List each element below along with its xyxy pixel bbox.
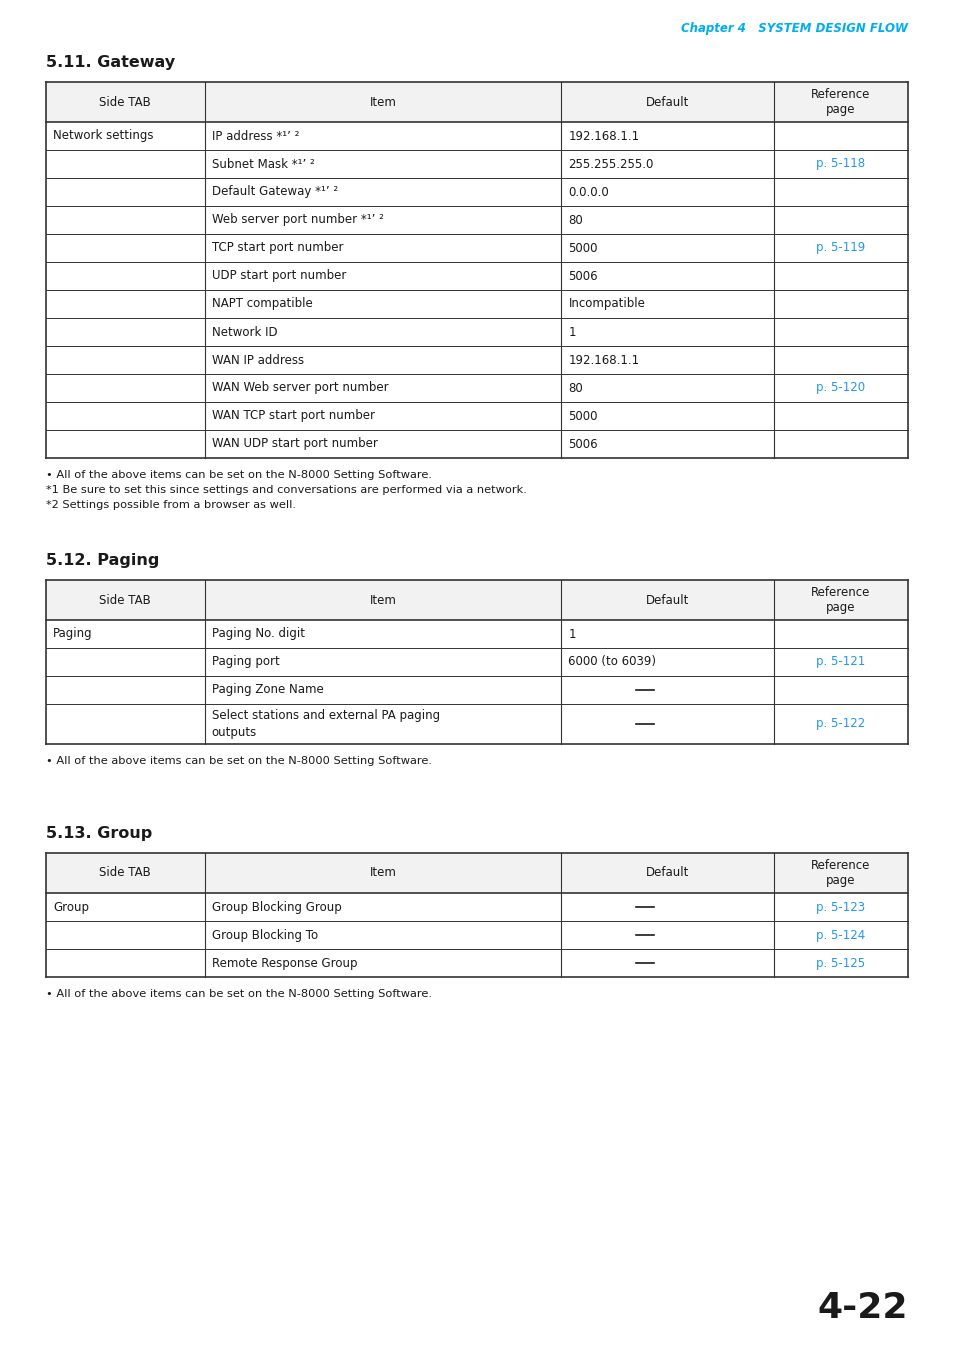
Text: *1 Be sure to set this since settings and conversations are performed via a netw: *1 Be sure to set this since settings an… [46,485,526,495]
Text: 5.13. Group: 5.13. Group [46,826,152,841]
Text: IP address *¹’ ²: IP address *¹’ ² [212,130,298,143]
Text: 192.168.1.1: 192.168.1.1 [568,130,639,143]
Text: *2 Settings possible from a browser as well.: *2 Settings possible from a browser as w… [46,500,295,510]
Bar [46,853,907,892]
Text: 0.0.0.0: 0.0.0.0 [568,185,609,198]
Text: Subnet Mask *¹’ ²: Subnet Mask *¹’ ² [212,158,314,170]
Bar [46,853,907,977]
Text: • All of the above items can be set on the N-8000 Setting Software.: • All of the above items can be set on t… [46,756,432,765]
Text: Default Gateway *¹’ ²: Default Gateway *¹’ ² [212,185,337,198]
Text: 80: 80 [568,382,582,394]
Text: Select stations and external PA paging: Select stations and external PA paging [212,710,439,722]
Text: Paging Zone Name: Paging Zone Name [212,683,323,697]
Text: Reference
page: Reference page [810,859,869,887]
Text: p. 5-122: p. 5-122 [815,717,864,730]
Text: Side TAB: Side TAB [99,867,151,879]
Text: Reference
page: Reference page [810,586,869,614]
Text: 5000: 5000 [568,409,598,423]
Bar [46,580,907,744]
Text: p. 5-121: p. 5-121 [815,656,864,668]
Text: 5006: 5006 [568,437,598,451]
Text: Item: Item [369,96,396,108]
Text: p. 5-118: p. 5-118 [816,158,864,170]
Text: • All of the above items can be set on the N-8000 Setting Software.: • All of the above items can be set on t… [46,470,432,481]
Text: Group Blocking Group: Group Blocking Group [212,900,341,914]
Text: 5.12. Paging: 5.12. Paging [46,554,159,568]
Bar [46,580,907,620]
Text: 255.255.255.0: 255.255.255.0 [568,158,653,170]
Bar [46,82,907,458]
Text: Side TAB: Side TAB [99,594,151,606]
Text: 1: 1 [568,628,576,640]
Text: WAN TCP start port number: WAN TCP start port number [212,409,375,423]
Bar [46,82,907,122]
Text: Default: Default [645,867,688,879]
Text: Default: Default [645,96,688,108]
Text: Network ID: Network ID [212,325,277,339]
Text: p. 5-120: p. 5-120 [816,382,864,394]
Text: Item: Item [369,594,396,606]
Text: Network settings: Network settings [53,130,153,143]
Text: UDP start port number: UDP start port number [212,270,346,282]
Text: 192.168.1.1: 192.168.1.1 [568,354,639,366]
Text: WAN IP address: WAN IP address [212,354,303,366]
Text: NAPT compatible: NAPT compatible [212,297,312,310]
Text: Item: Item [369,867,396,879]
Text: Remote Response Group: Remote Response Group [212,957,356,969]
Text: p. 5-124: p. 5-124 [815,929,864,941]
Text: 5.11. Gateway: 5.11. Gateway [46,55,175,70]
Text: 6000 (to 6039): 6000 (to 6039) [568,656,656,668]
Text: Paging: Paging [53,628,92,640]
Text: Paging port: Paging port [212,656,279,668]
Text: 5006: 5006 [568,270,598,282]
Text: Group: Group [53,900,89,914]
Text: Default: Default [645,594,688,606]
Text: Group Blocking To: Group Blocking To [212,929,317,941]
Text: • All of the above items can be set on the N-8000 Setting Software.: • All of the above items can be set on t… [46,990,432,999]
Text: Side TAB: Side TAB [99,96,151,108]
Text: WAN Web server port number: WAN Web server port number [212,382,388,394]
Text: Chapter 4   SYSTEM DESIGN FLOW: Chapter 4 SYSTEM DESIGN FLOW [680,22,907,35]
Text: TCP start port number: TCP start port number [212,242,343,255]
Text: p. 5-123: p. 5-123 [816,900,864,914]
Text: Reference
page: Reference page [810,88,869,116]
Text: 4-22: 4-22 [817,1291,907,1324]
Text: 1: 1 [568,325,576,339]
Text: outputs: outputs [212,726,256,740]
Text: Paging No. digit: Paging No. digit [212,628,304,640]
Text: p. 5-125: p. 5-125 [816,957,864,969]
Text: Web server port number *¹’ ²: Web server port number *¹’ ² [212,213,383,227]
Text: 5000: 5000 [568,242,598,255]
Text: 80: 80 [568,213,582,227]
Text: WAN UDP start port number: WAN UDP start port number [212,437,377,451]
Text: p. 5-119: p. 5-119 [815,242,864,255]
Text: Incompatible: Incompatible [568,297,644,310]
